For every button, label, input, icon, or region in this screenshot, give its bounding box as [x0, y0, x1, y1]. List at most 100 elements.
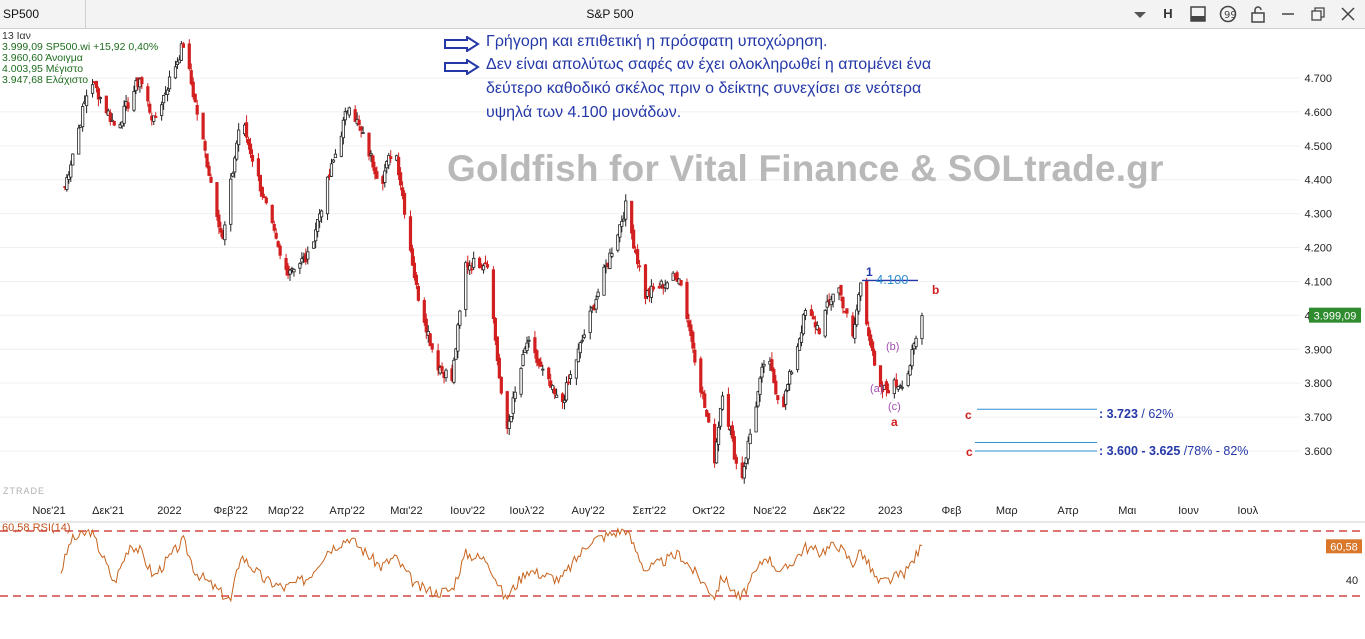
candle-body	[414, 274, 419, 285]
candle-body	[209, 176, 213, 183]
candle-body	[624, 200, 628, 220]
candle-body	[689, 324, 693, 336]
candle-body	[884, 381, 889, 390]
candle-body	[318, 213, 322, 222]
candle-body	[456, 324, 460, 352]
candle-body	[726, 394, 731, 427]
fib-target-1: : 3.723 / 62%	[1099, 407, 1173, 421]
candle-body	[497, 357, 501, 379]
time-axis: Νοε'21 Δεκ'21 2022 Φεβ'22 Μαρ'22 Απρ'22 Μαι'22…	[32, 505, 1258, 517]
minimize-icon[interactable]	[1278, 4, 1298, 24]
price-axis: 3.6003.7003.8003.9004.0004.1004.2004.300…	[1304, 73, 1361, 458]
candle-body	[440, 366, 444, 371]
candle-body	[399, 172, 403, 186]
rsi-value-tag	[1326, 539, 1362, 554]
time-tick-label: Φεβ	[941, 505, 961, 517]
candle-body	[98, 97, 103, 99]
candle-body	[892, 379, 896, 395]
candle-body	[306, 251, 310, 260]
time-tick-label: Μαι'22	[390, 505, 422, 517]
candlestick-series	[63, 39, 924, 484]
time-tick-label: Μαι	[1118, 505, 1137, 517]
candle-body	[551, 385, 555, 390]
candle-body	[288, 269, 292, 275]
candle-body	[292, 268, 296, 273]
candle-body	[369, 153, 373, 156]
candle-body	[205, 153, 209, 168]
fib-target-1-pct: / 62%	[1137, 407, 1174, 421]
restore-icon[interactable]	[1308, 4, 1328, 24]
candle-body	[237, 129, 241, 146]
dropdown-icon[interactable]	[1130, 4, 1150, 24]
candle-body	[177, 59, 182, 64]
candle-body	[140, 77, 144, 85]
candle-body	[547, 367, 551, 380]
candle-body	[444, 369, 448, 379]
candle-body	[535, 350, 539, 363]
candle-body	[774, 380, 778, 395]
candle-body	[233, 157, 237, 173]
symbol-field[interactable]: SP500	[0, 0, 86, 28]
candle-body	[270, 204, 274, 224]
candle-body	[620, 220, 624, 227]
watermark: Goldfish for Vital Finance & SOLtrade.gr	[447, 148, 1164, 189]
candle-body	[357, 119, 361, 126]
candle-body	[231, 172, 235, 177]
candle-body	[859, 282, 863, 297]
candle-body	[201, 112, 205, 140]
candle-body	[748, 433, 752, 445]
elliott-overlays	[862, 279, 1097, 452]
candle-body	[825, 301, 829, 308]
wave-label-b: b	[932, 283, 940, 297]
candle-body	[576, 348, 580, 363]
candle-body	[371, 155, 375, 168]
candle-body	[803, 310, 808, 316]
close-icon[interactable]	[1338, 4, 1358, 24]
candle-body	[262, 196, 266, 199]
candle-body	[801, 314, 806, 335]
candle-body	[347, 107, 351, 116]
time-tick-label: Ιουν'22	[450, 505, 485, 517]
candle-body	[596, 291, 600, 297]
comment-icon[interactable]: 99	[1218, 4, 1238, 24]
candle-body	[799, 332, 804, 343]
candle-body	[71, 153, 75, 166]
candle-body	[703, 393, 707, 408]
price-chart[interactable]: 3.6003.7003.8003.9004.0004.1004.2004.300…	[0, 29, 1365, 639]
candle-body	[81, 106, 85, 128]
annotation-line-1: Γρήγορη και επιθετική η πρόσφατη υποχώρη…	[486, 33, 828, 50]
candle-body	[165, 89, 170, 95]
candle-body	[339, 135, 343, 157]
time-tick-label: Μαρ'22	[268, 505, 304, 517]
candle-body	[730, 425, 734, 439]
candle-body	[329, 163, 334, 177]
time-tick-label: Οκτ'22	[692, 505, 725, 517]
candle-body	[244, 122, 249, 138]
candle-body	[574, 359, 578, 379]
candle-body	[602, 266, 606, 296]
candle-body	[412, 262, 417, 279]
candle-body	[173, 66, 178, 79]
candle-body	[564, 382, 569, 401]
candle-body	[274, 232, 278, 239]
time-tick-label: 2022	[157, 505, 181, 517]
candle-body	[811, 316, 815, 320]
candle-body	[594, 299, 598, 310]
lock-icon[interactable]	[1248, 4, 1268, 24]
candle-body	[509, 416, 513, 423]
candle-body	[776, 395, 780, 401]
price-tick-label: 3.700	[1304, 412, 1332, 424]
candle-body	[855, 309, 859, 326]
candle-body	[181, 43, 185, 48]
fib-target-2: : 3.600 - 3.625 /78% - 82%	[1099, 444, 1248, 458]
candle-body	[762, 363, 766, 367]
h-button[interactable]: H	[1163, 6, 1173, 21]
svg-text:99: 99	[1224, 10, 1237, 21]
candle-body	[223, 224, 227, 241]
candle-body	[809, 309, 813, 316]
candle-body	[734, 456, 738, 464]
candle-body	[215, 182, 219, 217]
candle-body	[90, 84, 95, 94]
layout-icon[interactable]	[1188, 4, 1208, 24]
